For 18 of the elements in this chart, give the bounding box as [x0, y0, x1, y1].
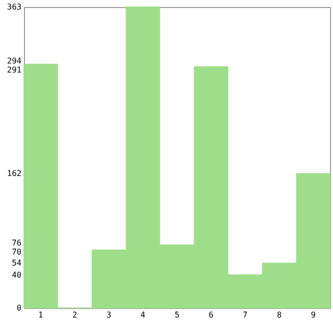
y-tick-label: 291 [7, 65, 22, 74]
x-tick-label: 1 [38, 310, 44, 320]
y-tick-label: 162 [7, 169, 22, 178]
x-tick-label: 7 [242, 310, 248, 320]
x-tick-label: 5 [174, 310, 180, 320]
y-tick-label: 76 [12, 238, 22, 248]
x-tick-label: 4 [140, 310, 146, 320]
y-tick-label: 40 [12, 270, 22, 280]
x-tick-label: 3 [106, 310, 112, 320]
x-tick-label: 9 [310, 310, 316, 320]
y-tick-label: 0 [16, 304, 22, 312]
y-tick-label: 363 [7, 2, 22, 12]
x-tick-label: 6 [208, 310, 214, 320]
x-tick-label: 8 [276, 310, 282, 320]
x-tick-label: 2 [72, 310, 78, 320]
y-tick-label: 54 [12, 258, 22, 268]
y-tick-label: 70 [12, 247, 22, 256]
y-tick-label: 294 [7, 56, 22, 66]
